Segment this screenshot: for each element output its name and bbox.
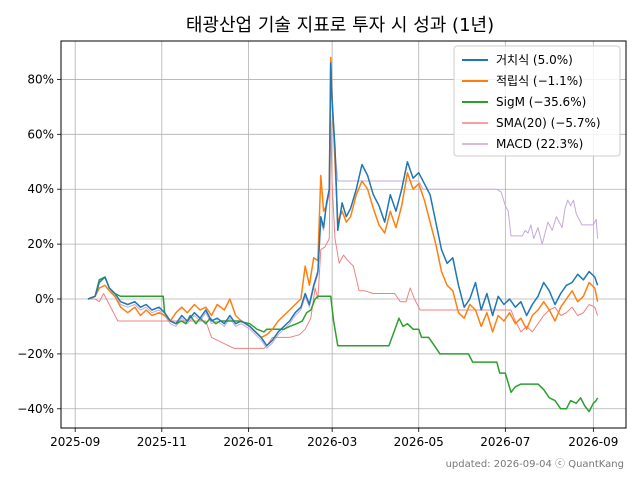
y-tick-label: 80% [27, 72, 54, 86]
axes: 2025-09 2025-11 2026-01 2026-03 2026-05 2026-… [17, 72, 618, 449]
y-tick-label: −20% [17, 347, 54, 361]
x-tick-label: 2026-07 [480, 435, 530, 449]
x-tick-label: 2026-05 [394, 435, 444, 449]
legend-label: 적립식 (−1.1%) [496, 74, 583, 88]
y-tick-label: 60% [27, 127, 54, 141]
legend-label: MACD (22.3%) [496, 137, 583, 151]
series-lines [87, 56, 599, 413]
legend-box [453, 45, 621, 157]
y-tick-label: 0% [35, 292, 54, 306]
footer-credit: updated: 2026-09-04 ⓒ QuantKang [446, 458, 624, 470]
plot-area-frame [60, 40, 627, 429]
series-line-3 [88, 120, 599, 349]
series-line-0 [87, 62, 599, 347]
y-tick-label: 40% [27, 182, 54, 196]
x-tick-label: 2026-09 [568, 435, 618, 449]
x-tick-label: 2025-09 [50, 435, 100, 449]
chart-title: 태광산업 기술 지표로 투자 시 성과 (1년) [186, 15, 494, 36]
y-tick-label: 20% [27, 237, 54, 251]
x-tick-label: 2026-01 [223, 435, 273, 449]
legend-label: 거치식 (5.0%) [496, 53, 573, 67]
y-tick-label: −40% [17, 402, 54, 416]
legend-label: SigM (−35.6%) [496, 95, 586, 109]
legend-label: SMA(20) (−5.7%) [496, 116, 601, 130]
legend: 거치식 (5.0%) 적립식 (−1.1%) SigM (−35.6%) SMA(20… [453, 45, 621, 157]
x-tick-label: 2026-03 [307, 435, 357, 449]
gridlines [61, 41, 626, 428]
x-tick-label: 2025-11 [137, 435, 187, 449]
